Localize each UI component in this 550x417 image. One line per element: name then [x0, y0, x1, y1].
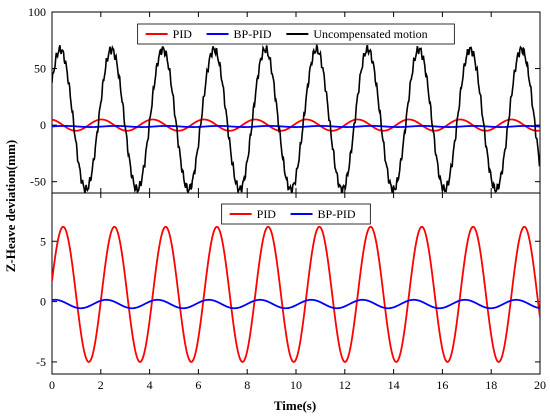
x-tick-label: 16 [436, 378, 448, 392]
x-tick-label: 18 [485, 378, 497, 392]
series-line-pid [52, 225, 540, 363]
x-tick-label: 0 [49, 378, 55, 392]
x-tick-label: 20 [534, 378, 546, 392]
legend-label: Uncompensated motion [313, 27, 427, 41]
legend-label: BP-PID [234, 27, 272, 41]
x-tick-label: 8 [244, 378, 250, 392]
y-axis-label: Z-Heave deviation(mm) [3, 140, 18, 273]
series-line-pid [52, 118, 540, 132]
y-tick-label: -50 [30, 175, 46, 189]
x-tick-label: 10 [290, 378, 302, 392]
y-tick-label: 0 [40, 118, 46, 132]
series-line-bp-pid [52, 298, 540, 310]
x-axis-label: Time(s) [274, 398, 316, 413]
y-tick-label: 0 [40, 295, 46, 309]
legend-label: PID [173, 27, 193, 41]
y-tick-label: 5 [40, 234, 46, 248]
series-line-bp-pid [52, 125, 540, 128]
series-line-uncompensated-motion [52, 44, 540, 193]
x-tick-label: 2 [98, 378, 104, 392]
top-panel: -50 0 50 100 PID BP-PID Uncompensated motion [28, 5, 541, 194]
x-tick-label: 14 [388, 378, 400, 392]
legend: PID BP-PID Uncompensated motion [137, 23, 455, 45]
y-tick-label: 50 [34, 62, 46, 76]
x-tick-label: 4 [147, 378, 153, 392]
x-tick-label: 6 [195, 378, 201, 392]
y-tick-label: 100 [28, 5, 46, 19]
x-tick-label: 12 [339, 378, 351, 392]
legend-label: BP-PID [318, 207, 356, 221]
y-tick-label: -5 [36, 355, 46, 369]
legend: PID BP-PID [221, 203, 371, 225]
legend-label: PID [257, 207, 277, 221]
